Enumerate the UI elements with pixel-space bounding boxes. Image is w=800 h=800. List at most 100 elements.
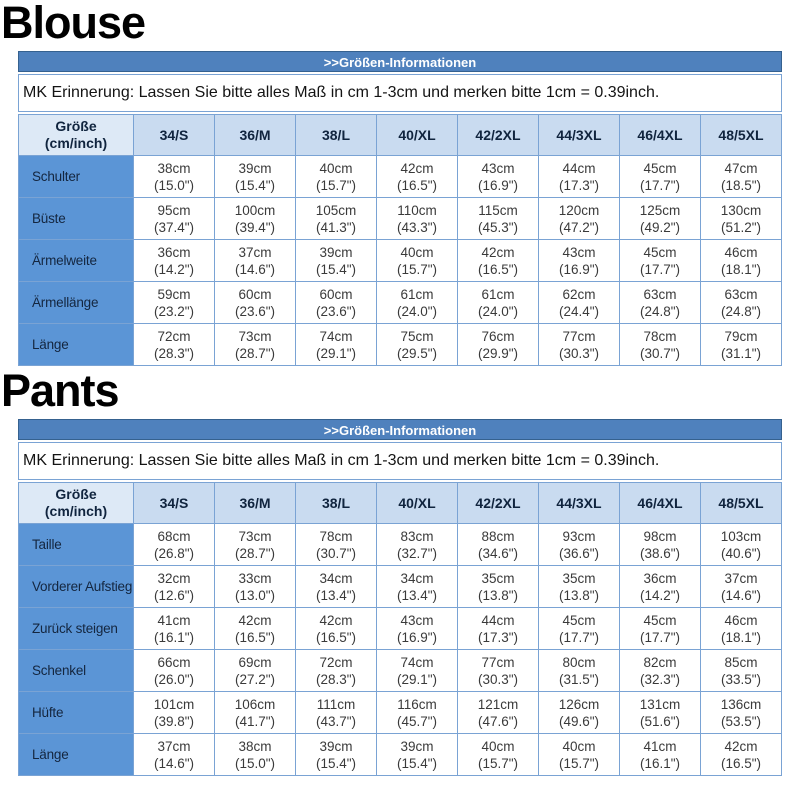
size-cell: 35cm (13.8"): [457, 565, 539, 608]
row-label: Hüfte: [18, 691, 134, 734]
table-row: Länge 37cm (14.6") 38cm (15.0") 39cm (15.4") 39…: [18, 733, 782, 776]
size-cell: 101cm (39.8"): [133, 691, 215, 734]
page-title-blouse: Blouse: [1, 0, 146, 48]
size-cell: 125cm (49.2"): [619, 197, 701, 240]
size-cell: 41cm (16.1"): [619, 733, 701, 776]
size-cell: 40cm (15.7"): [538, 733, 620, 776]
size-cell: 45cm (17.7"): [619, 155, 701, 198]
column-header: 44/3XL: [538, 482, 620, 524]
size-cell: 131cm (51.6"): [619, 691, 701, 734]
size-cell: 46cm (18.1"): [700, 607, 782, 650]
size-cell: 74cm (29.1"): [295, 323, 377, 366]
size-cell: 63cm (24.8"): [700, 281, 782, 324]
size-cell: 40cm (15.7"): [376, 239, 458, 282]
size-cell: 46cm (18.1"): [700, 239, 782, 282]
size-cell: 32cm (12.6"): [133, 565, 215, 608]
size-cell: 77cm (30.3"): [538, 323, 620, 366]
table-row: Taille 68cm (26.8") 73cm (28.7") 78cm (30.7") 8…: [18, 523, 782, 566]
size-cell: 35cm (13.8"): [538, 565, 620, 608]
size-cell: 126cm (49.6"): [538, 691, 620, 734]
corner-header: Größe (cm/inch): [18, 482, 134, 524]
column-header: 46/4XL: [619, 482, 701, 524]
pants-size-table-block: >>Größen-Informationen MK Erinnerung: La…: [18, 419, 782, 776]
size-cell: 38cm (15.0"): [133, 155, 215, 198]
size-cell: 115cm (45.3"): [457, 197, 539, 240]
size-cell: 85cm (33.5"): [700, 649, 782, 692]
column-header: 34/S: [133, 482, 215, 524]
size-cell: 61cm (24.0"): [457, 281, 539, 324]
size-cell: 62cm (24.4"): [538, 281, 620, 324]
row-label: Länge: [18, 733, 134, 776]
column-header-row: Größe (cm/inch) 34/S 36/M 38/L 40/XL 42/2XL 44/…: [18, 114, 782, 156]
size-cell: 78cm (30.7"): [295, 523, 377, 566]
size-cell: 69cm (27.2"): [214, 649, 296, 692]
table-row: Büste 95cm (37.4") 100cm (39.4") 105cm (41.3")…: [18, 197, 782, 240]
column-header: 46/4XL: [619, 114, 701, 156]
column-header: 40/XL: [376, 114, 458, 156]
size-cell: 40cm (15.7"): [457, 733, 539, 776]
size-cell: 44cm (17.3"): [538, 155, 620, 198]
size-cell: 43cm (16.9"): [538, 239, 620, 282]
column-header: 48/5XL: [700, 114, 782, 156]
size-cell: 136cm (53.5"): [700, 691, 782, 734]
size-cell: 42cm (16.5"): [376, 155, 458, 198]
row-label: Büste: [18, 197, 134, 240]
size-cell: 33cm (13.0"): [214, 565, 296, 608]
column-header: 48/5XL: [700, 482, 782, 524]
reminder-note: MK Erinnerung: Lassen Sie bitte alles Ma…: [18, 442, 782, 480]
size-cell: 39cm (15.4"): [295, 733, 377, 776]
size-cell: 116cm (45.7"): [376, 691, 458, 734]
size-cell: 73cm (28.7"): [214, 323, 296, 366]
reminder-note: MK Erinnerung: Lassen Sie bitte alles Ma…: [18, 74, 782, 112]
size-cell: 110cm (43.3"): [376, 197, 458, 240]
size-cell: 61cm (24.0"): [376, 281, 458, 324]
size-cell: 36cm (14.2"): [619, 565, 701, 608]
size-cell: 105cm (41.3"): [295, 197, 377, 240]
blouse-size-table: Größe (cm/inch) 34/S 36/M 38/L 40/XL 42/2XL 44/…: [18, 114, 782, 366]
size-cell: 37cm (14.6"): [700, 565, 782, 608]
size-cell: 111cm (43.7"): [295, 691, 377, 734]
size-cell: 41cm (16.1"): [133, 607, 215, 650]
size-cell: 72cm (28.3"): [295, 649, 377, 692]
size-cell: 42cm (16.5"): [457, 239, 539, 282]
size-cell: 121cm (47.6"): [457, 691, 539, 734]
size-cell: 76cm (29.9"): [457, 323, 539, 366]
table-row: Vorderer Aufstieg 32cm (12.6") 33cm (13.0") 3…: [18, 565, 782, 608]
size-cell: 45cm (17.7"): [538, 607, 620, 650]
size-cell: 42cm (16.5"): [295, 607, 377, 650]
size-cell: 45cm (17.7"): [619, 607, 701, 650]
row-label: Ärmellänge: [18, 281, 134, 324]
column-header: 34/S: [133, 114, 215, 156]
column-header: 38/L: [295, 482, 377, 524]
size-cell: 39cm (15.4"): [376, 733, 458, 776]
size-cell: 93cm (36.6"): [538, 523, 620, 566]
row-label: Ärmelweite: [18, 239, 134, 282]
column-header: 42/2XL: [457, 114, 539, 156]
size-cell: 44cm (17.3"): [457, 607, 539, 650]
pants-size-table: Größe (cm/inch) 34/S 36/M 38/L 40/XL 42/2XL 44/…: [18, 482, 782, 776]
table-row: Zurück steigen 41cm (16.1") 42cm (16.5") 42cm…: [18, 607, 782, 650]
size-cell: 100cm (39.4"): [214, 197, 296, 240]
column-header: 36/M: [214, 482, 296, 524]
size-cell: 34cm (13.4"): [376, 565, 458, 608]
row-label: Zurück steigen: [18, 607, 134, 650]
size-cell: 74cm (29.1"): [376, 649, 458, 692]
size-cell: 68cm (26.8"): [133, 523, 215, 566]
size-cell: 79cm (31.1"): [700, 323, 782, 366]
size-cell: 82cm (32.3"): [619, 649, 701, 692]
size-cell: 75cm (29.5"): [376, 323, 458, 366]
size-info-header-bar: >>Größen-Informationen: [18, 419, 782, 440]
size-cell: 73cm (28.7"): [214, 523, 296, 566]
table-row: Hüfte 101cm (39.8") 106cm (41.7") 111cm (43.7"…: [18, 691, 782, 734]
size-cell: 34cm (13.4"): [295, 565, 377, 608]
size-cell: 66cm (26.0"): [133, 649, 215, 692]
blouse-size-table-block: >>Größen-Informationen MK Erinnerung: La…: [18, 51, 782, 366]
size-cell: 37cm (14.6"): [133, 733, 215, 776]
column-header: 40/XL: [376, 482, 458, 524]
row-label: Schulter: [18, 155, 134, 198]
size-cell: 37cm (14.6"): [214, 239, 296, 282]
size-cell: 60cm (23.6"): [295, 281, 377, 324]
column-header: 42/2XL: [457, 482, 539, 524]
size-cell: 77cm (30.3"): [457, 649, 539, 692]
page-title-pants: Pants: [1, 365, 120, 416]
